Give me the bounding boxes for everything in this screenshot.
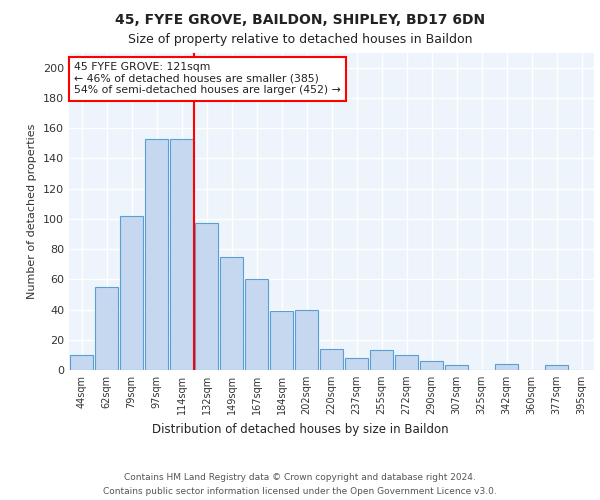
Y-axis label: Number of detached properties: Number of detached properties <box>28 124 37 299</box>
Text: 45 FYFE GROVE: 121sqm
← 46% of detached houses are smaller (385)
54% of semi-det: 45 FYFE GROVE: 121sqm ← 46% of detached … <box>74 62 341 95</box>
Bar <box>119 216 143 370</box>
Bar <box>344 358 368 370</box>
Bar <box>220 256 244 370</box>
Bar <box>545 366 568 370</box>
Bar <box>194 224 218 370</box>
Bar <box>320 349 343 370</box>
Text: 45, FYFE GROVE, BAILDON, SHIPLEY, BD17 6DN: 45, FYFE GROVE, BAILDON, SHIPLEY, BD17 6… <box>115 12 485 26</box>
Bar <box>445 366 469 370</box>
Text: Size of property relative to detached houses in Baildon: Size of property relative to detached ho… <box>128 32 472 46</box>
Text: Contains HM Land Registry data © Crown copyright and database right 2024.: Contains HM Land Registry data © Crown c… <box>124 472 476 482</box>
Bar <box>269 311 293 370</box>
Bar <box>494 364 518 370</box>
Text: Contains public sector information licensed under the Open Government Licence v3: Contains public sector information licen… <box>103 488 497 496</box>
Bar <box>145 138 169 370</box>
Bar <box>370 350 394 370</box>
Bar <box>395 355 418 370</box>
Bar <box>419 361 443 370</box>
Bar <box>170 138 193 370</box>
Bar <box>295 310 319 370</box>
Bar <box>70 355 94 370</box>
Text: Distribution of detached houses by size in Baildon: Distribution of detached houses by size … <box>152 422 448 436</box>
Bar <box>95 287 118 370</box>
Bar <box>245 280 268 370</box>
